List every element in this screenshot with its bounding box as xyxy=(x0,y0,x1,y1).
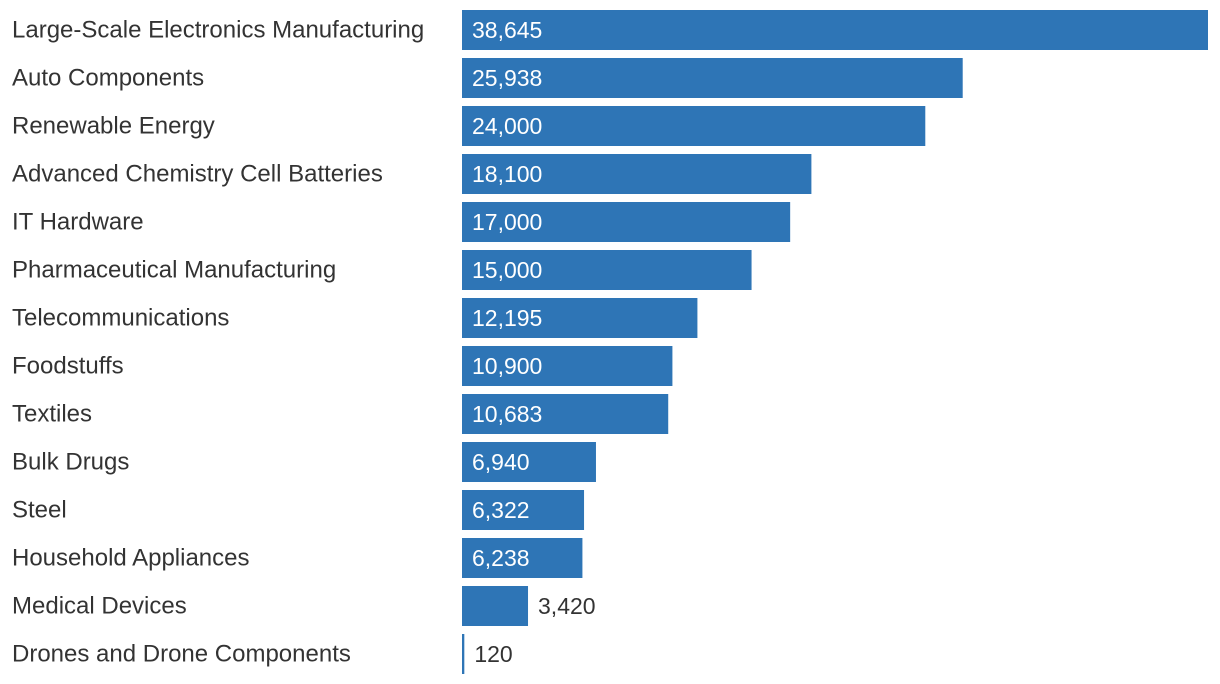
value-label: 25,938 xyxy=(472,65,542,91)
value-label: 17,000 xyxy=(472,209,542,235)
category-label: Telecommunications xyxy=(12,305,229,332)
category-label: Bulk Drugs xyxy=(12,449,129,476)
category-label: Household Appliances xyxy=(12,545,250,572)
category-label: Medical Devices xyxy=(12,593,187,620)
value-label: 10,900 xyxy=(472,353,542,379)
category-label: IT Hardware xyxy=(12,209,144,236)
bar xyxy=(462,298,698,338)
bar xyxy=(462,202,791,242)
value-label: 15,000 xyxy=(472,257,542,283)
bar xyxy=(462,490,585,530)
bar xyxy=(462,346,673,386)
bar xyxy=(462,442,596,482)
category-label: Pharmaceutical Manufacturing xyxy=(12,257,336,284)
value-label: 6,940 xyxy=(472,449,530,475)
category-label: Large-Scale Electronics Manufacturing xyxy=(12,17,424,44)
category-label: Textiles xyxy=(12,401,92,428)
bar xyxy=(462,634,465,674)
bar xyxy=(462,538,583,578)
category-label: Steel xyxy=(12,497,67,524)
category-label: Renewable Energy xyxy=(12,113,215,140)
bar xyxy=(462,106,926,146)
value-label: 120 xyxy=(474,641,512,667)
value-label: 38,645 xyxy=(472,17,542,43)
value-label: 24,000 xyxy=(472,113,542,139)
value-label: 3,420 xyxy=(538,593,596,619)
bar xyxy=(462,58,963,98)
bar xyxy=(462,586,529,626)
category-label: Auto Components xyxy=(12,65,204,92)
value-label: 6,238 xyxy=(472,545,530,571)
bar xyxy=(462,394,669,434)
value-label: 18,100 xyxy=(472,161,542,187)
category-label: Drones and Drone Components xyxy=(12,641,351,668)
bar xyxy=(462,154,812,194)
value-label: 6,322 xyxy=(472,497,530,523)
category-label: Foodstuffs xyxy=(12,353,124,380)
bar xyxy=(462,250,752,290)
category-label: Advanced Chemistry Cell Batteries xyxy=(12,161,383,188)
value-label: 12,195 xyxy=(472,305,542,331)
value-label: 10,683 xyxy=(472,401,542,427)
bar xyxy=(462,10,1208,50)
